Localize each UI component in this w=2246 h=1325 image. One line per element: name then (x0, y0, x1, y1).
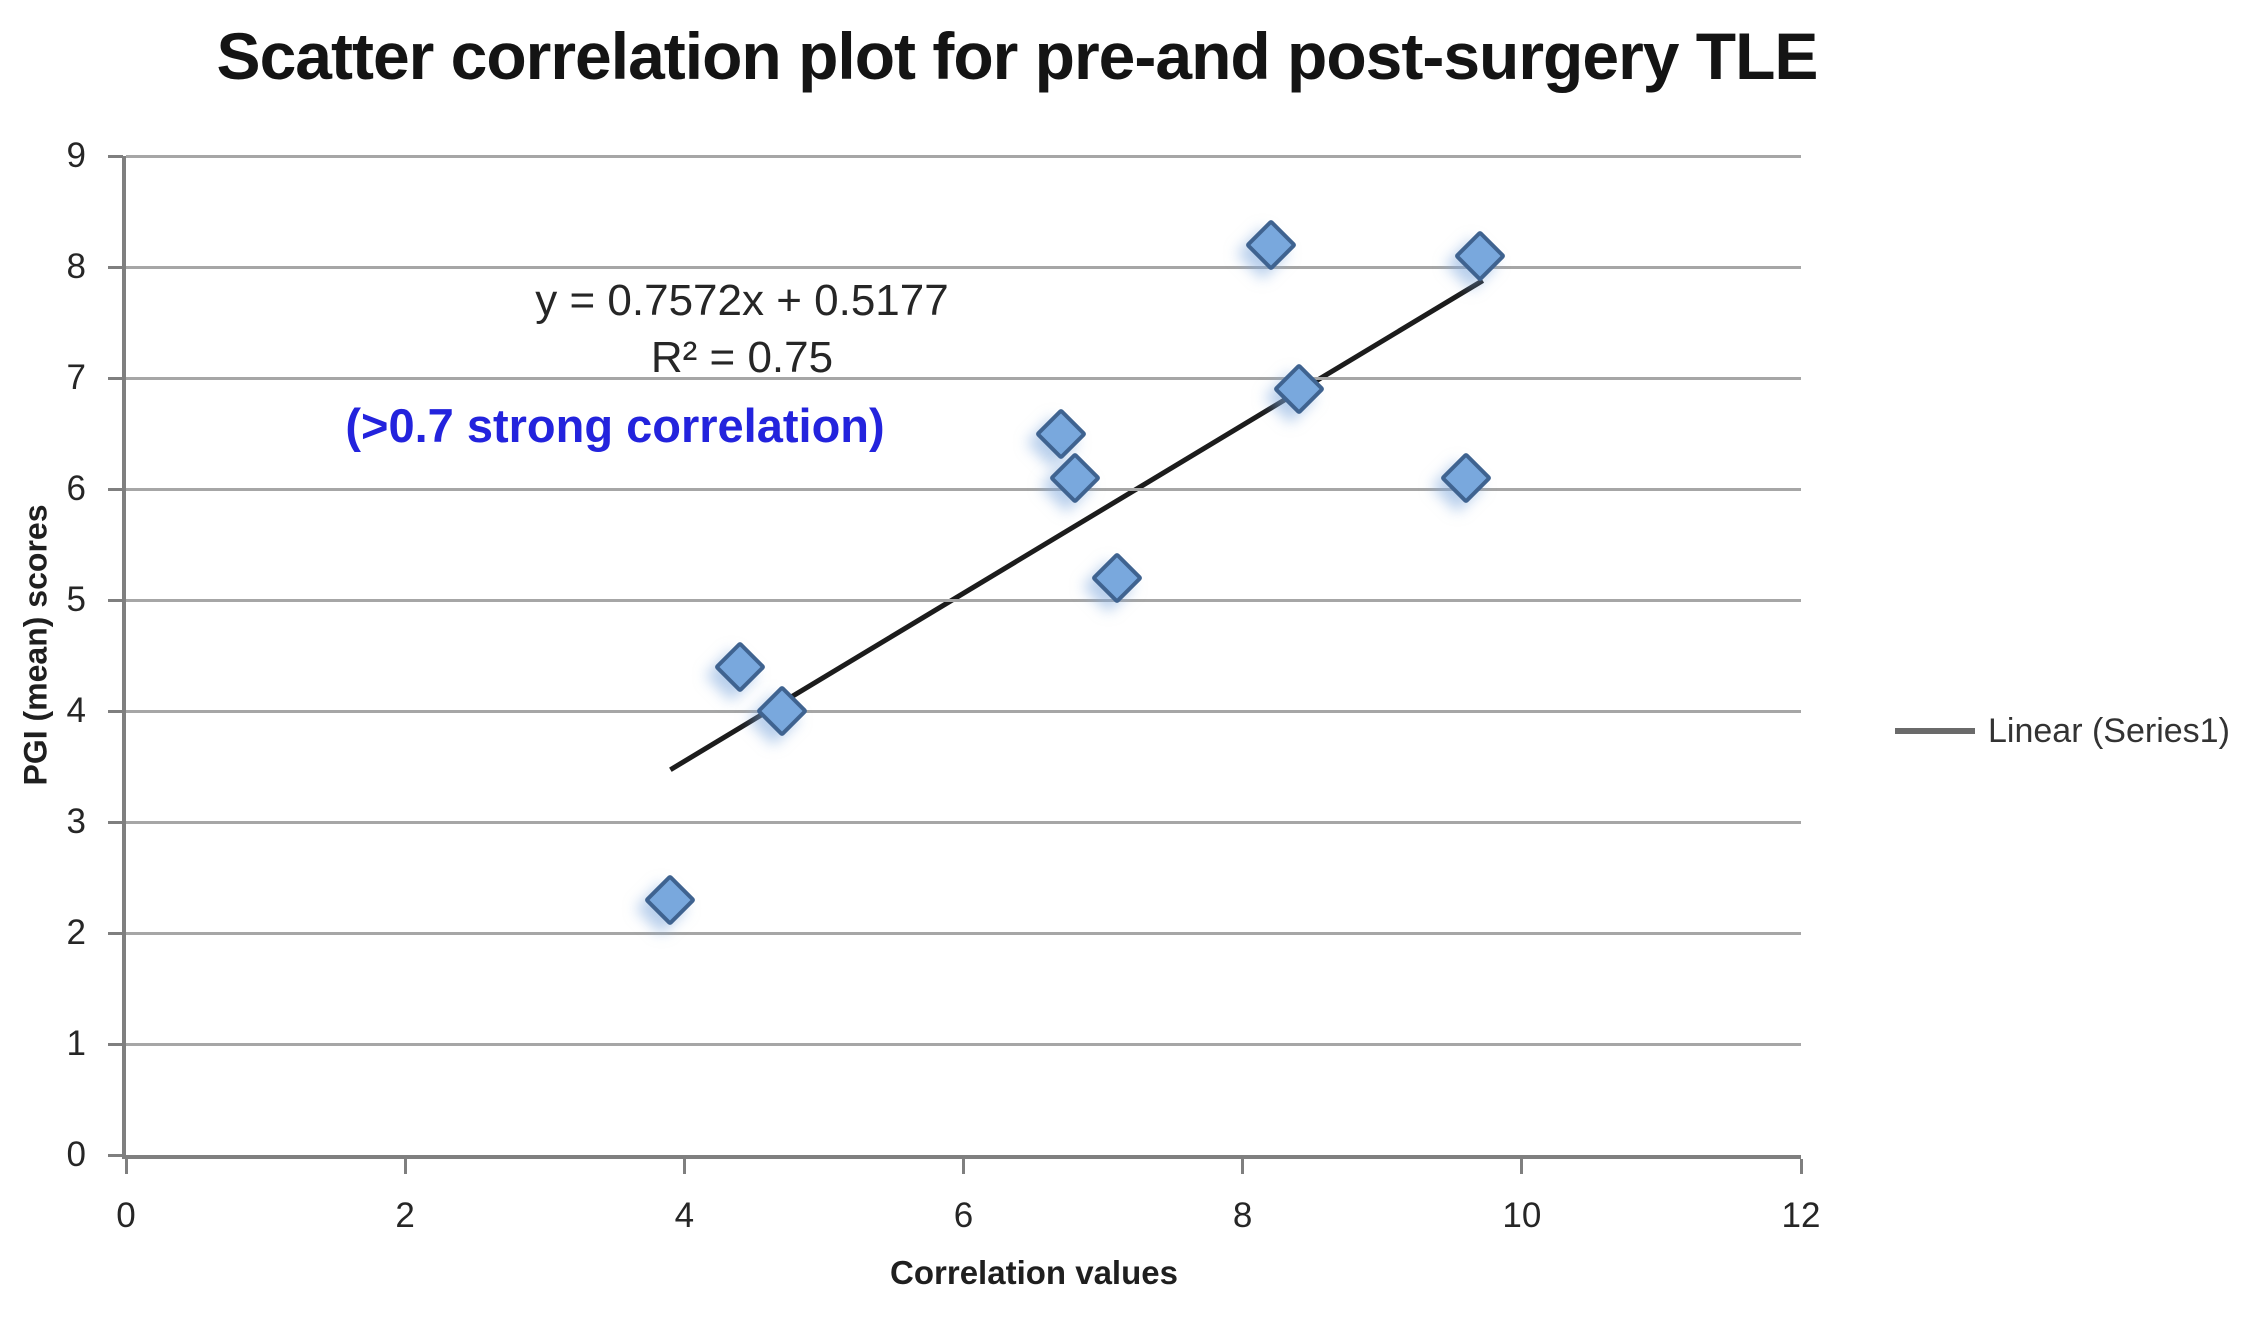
y-tick-mark (108, 598, 123, 602)
y-tick-label: 8 (66, 247, 86, 286)
gridline-y-9 (126, 154, 1801, 158)
x-tick-label: 8 (1232, 1196, 1253, 1235)
y-tick-mark (108, 1153, 123, 1157)
x-tick-mark (1520, 1159, 1524, 1174)
y-tick-mark (108, 709, 123, 713)
x-tick-label: 4 (674, 1196, 695, 1235)
y-tick-label: 7 (66, 358, 86, 397)
y-tick-label: 4 (66, 691, 86, 730)
y-axis-title: PGI (mean) scores (17, 504, 54, 786)
x-tick-label: 12 (1781, 1196, 1821, 1235)
gridline-y-1 (126, 1042, 1801, 1046)
x-tick-mark (403, 1159, 407, 1174)
y-tick-mark (108, 820, 123, 824)
y-tick-label: 3 (66, 802, 86, 841)
x-tick-label: 2 (395, 1196, 415, 1235)
trendline (669, 278, 1485, 772)
y-tick-mark (108, 487, 123, 491)
trendline-svg (669, 278, 1485, 772)
x-tick-label: 0 (116, 1196, 136, 1235)
y-tick-label: 5 (66, 580, 86, 619)
gridline-y-8 (126, 265, 1801, 269)
gridline-y-2 (126, 931, 1801, 935)
gridline-y-4 (126, 709, 1801, 713)
gridline-y-5 (126, 598, 1801, 602)
y-tick-mark (108, 376, 123, 380)
x-tick-mark (124, 1159, 128, 1174)
legend-label: Linear (Series1) (1988, 711, 2230, 750)
legend: Linear (Series1) (1895, 706, 2230, 756)
gridline-y-7 (126, 376, 1801, 380)
x-tick-label: 6 (953, 1196, 974, 1235)
y-tick-mark (108, 154, 123, 158)
legend-line-sample (1895, 728, 1975, 734)
r-squared-line: R² = 0.75 (650, 333, 834, 382)
x-axis-title: Correlation values (890, 1254, 1178, 1291)
y-tick-mark (108, 1042, 123, 1046)
x-tick-mark (1799, 1159, 1803, 1174)
y-tick-label: 1 (66, 1024, 86, 1063)
x-tick-mark (682, 1159, 686, 1174)
chart-title: Scatter correlation plot for pre-and pos… (216, 19, 1819, 93)
equation-line: y = 0.7572x + 0.5177 (535, 276, 949, 325)
gridline-y-6 (126, 487, 1801, 491)
y-tick-mark (108, 931, 123, 935)
y-tick-label: 0 (66, 1135, 86, 1174)
x-tick-mark (962, 1159, 965, 1174)
plot-area: 0 1 2 3 4 5 6 7 8 9 0 2 4 6 8 10 12 (67, 136, 1821, 1235)
correlation-note: (>0.7 strong correlation) (345, 399, 885, 452)
y-tick-label: 6 (66, 469, 86, 508)
x-tick-label: 10 (1502, 1196, 1542, 1235)
y-tick-label: 9 (66, 136, 86, 175)
trendline-equation: y = 0.7572x + 0.5177 R² = 0.75 (442, 272, 1042, 386)
y-tick-mark (108, 265, 123, 269)
gridline-y-3 (126, 820, 1801, 824)
y-tick-label: 2 (66, 913, 86, 952)
x-tick-mark (1241, 1159, 1245, 1174)
